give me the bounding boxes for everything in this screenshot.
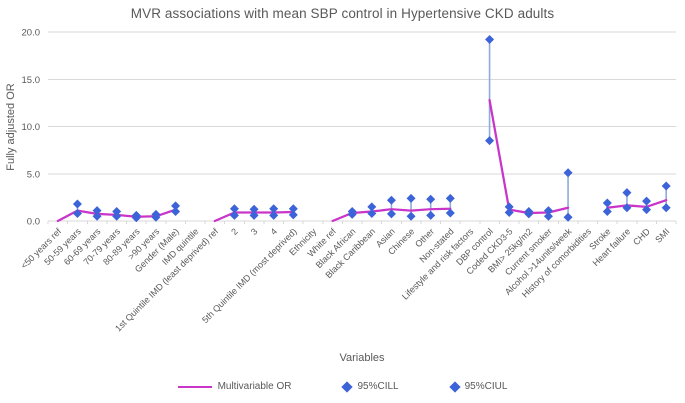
ci-upper-diamond	[288, 204, 298, 214]
ci-lower-diamond	[504, 207, 514, 217]
ci-lower-diamond	[642, 205, 652, 215]
ci-upper-diamond	[367, 202, 377, 212]
ci-lower-diamond	[171, 207, 181, 217]
ci-lower-diamond	[622, 203, 632, 213]
ci-lower-diamond	[229, 210, 239, 220]
ci-upper-diamond	[622, 188, 632, 198]
ci-upper-diamond	[151, 209, 161, 219]
ci-lower-diamond	[269, 210, 279, 220]
ci-upper-diamond	[229, 204, 239, 214]
ci-lower-diamond	[426, 210, 436, 220]
legend-item-ci-lower: 95%CILL	[341, 380, 399, 393]
ci-upper-diamond	[112, 207, 122, 217]
ci-upper-diamond	[386, 195, 396, 205]
ci-upper-diamond	[543, 206, 553, 216]
ci-lower-diamond	[563, 212, 573, 222]
ci-upper-diamond	[485, 35, 495, 45]
ci-upper-diamond	[524, 207, 534, 217]
y-tick-label: 0.0	[27, 217, 40, 228]
ci-upper-diamond	[347, 207, 357, 217]
ci-upper-diamond	[602, 198, 612, 208]
ci-lower-diamond	[445, 208, 455, 218]
legend-label: 95%CIUL	[464, 381, 508, 392]
ci-lower-diamond	[288, 210, 298, 220]
x-category-label: 4	[268, 226, 279, 237]
chart-legend: Multivariable OR 95%CILL 95%CIUL	[0, 380, 685, 393]
ci-upper-diamond	[406, 193, 416, 203]
ci-lower-diamond	[661, 203, 671, 213]
x-axis-title: Variables	[339, 352, 385, 364]
ci-lower-diamond	[367, 208, 377, 218]
legend-item-multivariable-or: Multivariable OR	[177, 381, 292, 392]
ci-lower-diamond	[386, 209, 396, 219]
diamond-icon	[448, 380, 461, 393]
chart-title: MVR associations with mean SBP control i…	[130, 6, 555, 21]
multivariable-or-line	[606, 199, 668, 209]
ci-lower-diamond	[406, 211, 416, 221]
ci-lower-diamond	[112, 211, 122, 221]
multivariable-or-line	[488, 98, 570, 215]
ci-upper-diamond	[426, 194, 436, 204]
ci-upper-diamond	[642, 196, 652, 206]
x-category-label: CHD	[631, 226, 652, 247]
y-axis-title: Fully adjusted OR	[5, 83, 17, 170]
diamond-icon	[341, 380, 354, 393]
ci-lower-diamond	[485, 136, 495, 146]
ci-upper-diamond	[504, 202, 514, 212]
ci-upper-diamond	[131, 210, 141, 220]
line-swatch-icon	[177, 385, 212, 388]
ci-upper-diamond	[269, 204, 279, 214]
ci-upper-diamond	[72, 199, 82, 209]
ci-upper-diamond	[249, 204, 259, 214]
ci-upper-diamond	[445, 193, 455, 203]
x-category-label: 5th Quintile IMD (most deprived)	[200, 226, 299, 325]
ci-upper-diamond	[661, 181, 671, 191]
legend-label: 95%CILL	[357, 381, 399, 392]
ci-lower-diamond	[72, 208, 82, 218]
y-tick-label: 15.0	[22, 75, 41, 86]
x-category-label: 3	[249, 226, 260, 237]
x-category-label: SMI	[653, 226, 671, 244]
x-category-label: 2	[229, 226, 240, 237]
ci-lower-diamond	[249, 210, 259, 220]
y-tick-label: 5.0	[27, 169, 40, 180]
ci-lower-diamond	[543, 211, 553, 221]
y-tick-label: 10.0	[22, 122, 41, 133]
ci-upper-diamond	[92, 206, 102, 216]
ci-upper-diamond	[171, 201, 181, 211]
ci-lower-diamond	[602, 207, 612, 217]
ci-lower-diamond	[92, 211, 102, 221]
legend-item-ci-upper: 95%CIUL	[448, 380, 508, 393]
legend-label: Multivariable OR	[217, 381, 292, 392]
y-tick-label: 20.0	[22, 28, 41, 39]
ci-upper-diamond	[563, 168, 573, 178]
